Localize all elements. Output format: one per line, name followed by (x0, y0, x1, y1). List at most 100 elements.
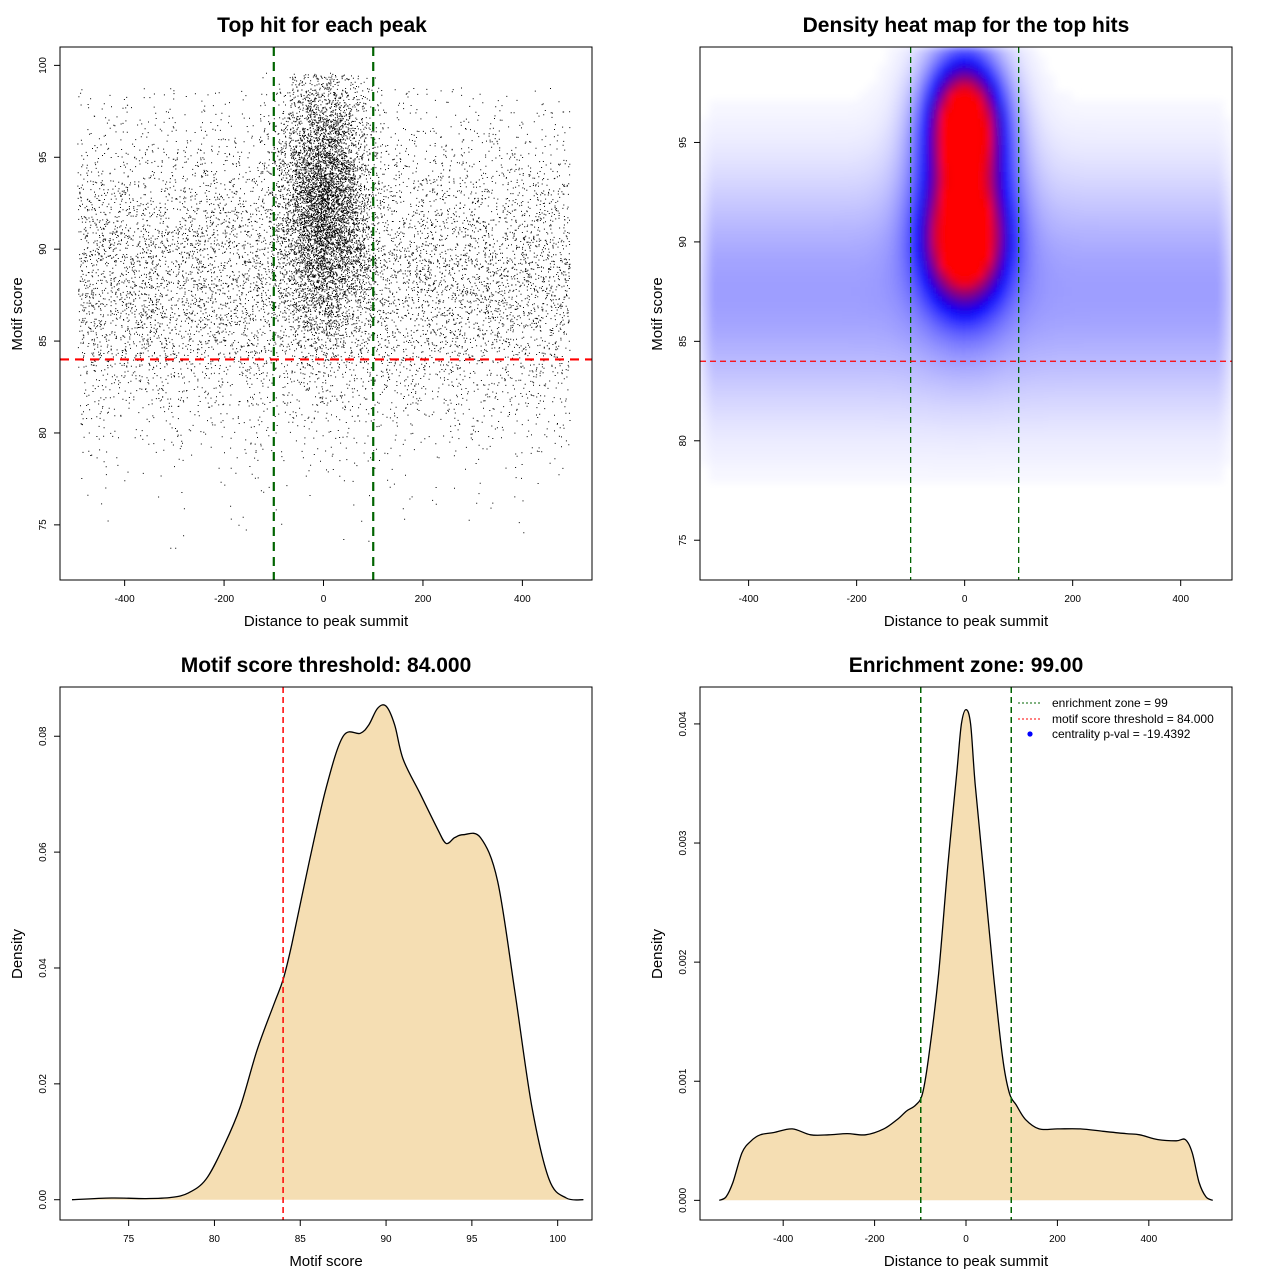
enrichment-x-tick-label: -400 (773, 1234, 793, 1245)
heatmap-cell (806, 206, 816, 217)
heatmap-cell (762, 153, 772, 164)
heatmap-cell (788, 464, 799, 474)
heatmap-cell (921, 171, 932, 181)
heatmap-cell (1161, 269, 1171, 279)
heatmap-cell (1028, 402, 1038, 412)
heatmap-cell (708, 340, 719, 350)
heatmap-cell (877, 260, 887, 270)
heatmap-cell (895, 135, 905, 146)
enrichment-legend: enrichment zone = 99 motif score thresho… (1018, 696, 1214, 741)
heatmap-cell (1161, 357, 1171, 368)
heatmap-cell (948, 313, 958, 323)
heatmap-cell (921, 446, 932, 457)
heatmap-cell (1196, 171, 1206, 181)
heatmap-cell (797, 384, 807, 395)
heatmap-cell (1214, 269, 1224, 279)
heatmap-cell (1125, 198, 1136, 208)
heatmap-cell (974, 322, 985, 332)
heatmap-cell (1090, 384, 1100, 395)
heatmap-cell (1152, 331, 1162, 341)
heatmap-cell (744, 206, 754, 217)
heatmap-cell (1099, 215, 1109, 226)
heatmap-cell (886, 162, 896, 172)
heatmap-cell (815, 384, 825, 395)
heatmap-cell (974, 473, 985, 483)
heatmap-cell (1036, 144, 1047, 155)
heatmap-cell (1134, 206, 1144, 217)
heatmap-cell (957, 340, 967, 350)
heatmap-cell (948, 171, 958, 181)
heatmap-cell (877, 322, 887, 332)
heatmap-cell (806, 446, 816, 457)
heatmap-cell (1099, 295, 1109, 306)
heatmap-cell (1045, 82, 1056, 93)
heatmap-cell (762, 260, 772, 270)
heatmap-cell (1223, 366, 1232, 377)
heatmap-cell (744, 464, 754, 474)
heatmap-cell (912, 331, 923, 341)
heatmap-cell (1019, 428, 1029, 439)
heatmap-cell (992, 393, 1003, 403)
heatmap-cell (753, 277, 763, 288)
heatmap-cell (1205, 446, 1215, 457)
heatmap-cell (930, 64, 940, 75)
heatmap-cell (700, 251, 710, 261)
heatmap-cell (850, 269, 861, 279)
heatmap-cell (717, 357, 728, 368)
heatmap-cell (1169, 162, 1180, 172)
heatmap-cell (1019, 224, 1029, 235)
heatmap-cell (1152, 402, 1162, 412)
heatmap-cell (895, 233, 905, 244)
heatmap-cell (1169, 100, 1180, 110)
heatmap-cell (841, 286, 852, 297)
heatmap-cell (797, 375, 807, 386)
heatmap-cell (806, 277, 816, 288)
heatmap-cell (859, 455, 870, 466)
heatmap-cell (895, 251, 905, 261)
heatmap-cell (1152, 366, 1162, 377)
heatmap-cell (1063, 420, 1073, 430)
heatmap-cell (815, 455, 825, 466)
heatmap-cell (726, 135, 737, 146)
heatmap-cell (744, 251, 754, 261)
heatmap-cell (895, 437, 905, 448)
heatmap-cell (1161, 277, 1171, 288)
heatmap-cell (877, 286, 887, 297)
heatmap-cell (912, 242, 923, 252)
heatmap-cell (939, 171, 949, 181)
heatmap-cell (700, 286, 710, 297)
heatmap-cell (744, 428, 754, 439)
heatmap-cell (1054, 437, 1065, 448)
heatmap-cell (841, 180, 852, 190)
heatmap-cell (912, 91, 923, 101)
heatmap-cell (1125, 260, 1136, 270)
enrichment-x-tick-label: 0 (963, 1234, 969, 1245)
heatmap-cell (1178, 277, 1189, 288)
heatmap-cell (912, 455, 923, 466)
heatmap-cell (1081, 322, 1091, 332)
heatmap-cell (1134, 411, 1144, 421)
heatmap-cell (930, 366, 940, 377)
heatmap-cell (797, 277, 807, 288)
heatmap-cell (1107, 171, 1118, 181)
heatmap-cell (744, 313, 754, 323)
heatmap-cell (859, 277, 870, 288)
heatmap-cell (735, 411, 745, 421)
heatmap-cell (735, 464, 745, 474)
heatmap-cell (974, 286, 985, 297)
heatmap-cell (779, 286, 790, 297)
heatmap-cell (930, 91, 940, 101)
heatmap-cell (1036, 446, 1047, 457)
heatmap-cell (1045, 473, 1056, 483)
heatmap-cell (1178, 375, 1189, 386)
heatmap-cell (903, 224, 914, 235)
heatmap-cell (930, 464, 940, 474)
heatmap-cell (753, 411, 763, 421)
heatmap-cell (868, 295, 878, 306)
heatmap-cell (868, 224, 878, 235)
heatmap-cell (1134, 109, 1144, 119)
heatmap-cell (983, 91, 994, 101)
heatmap-cell (833, 304, 843, 315)
heatmap-cell (930, 55, 940, 66)
